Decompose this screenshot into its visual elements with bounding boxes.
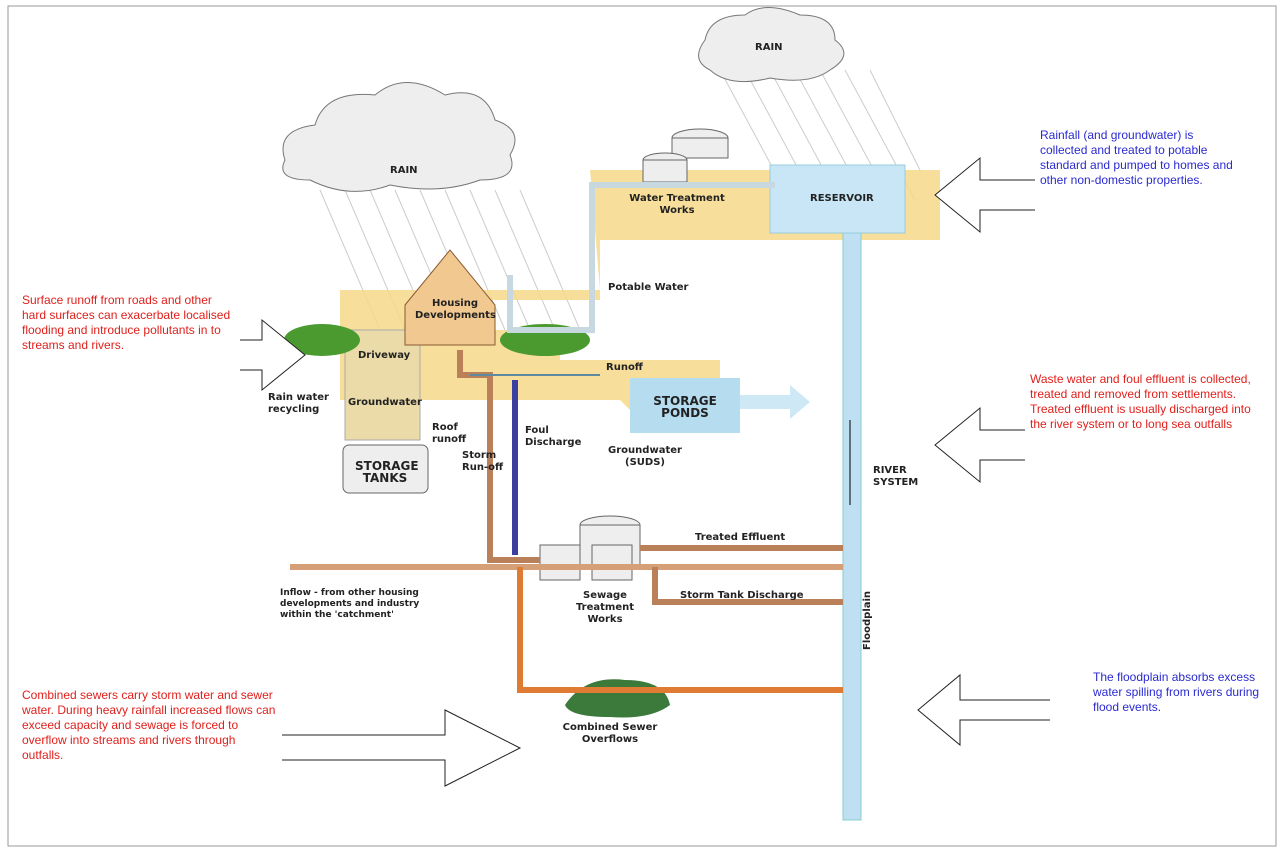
label: Driveway <box>358 350 411 361</box>
label: Housing Developments <box>415 298 496 321</box>
label: Floodplain <box>862 590 873 650</box>
note: Combined sewers carry storm water and se… <box>22 688 276 762</box>
note: Surface runoff from roads and other hard… <box>22 293 231 352</box>
label: RAIN <box>755 42 783 53</box>
label: Groundwater (SUDS) <box>608 445 682 468</box>
overflow <box>565 679 670 718</box>
label: Runoff <box>606 362 643 373</box>
clouds <box>282 7 845 192</box>
label: Combined Sewer Overflows <box>562 722 658 745</box>
pond-arrow <box>740 385 810 419</box>
river <box>842 209 862 821</box>
ponds <box>630 378 740 433</box>
label: Sewage Treatment Works <box>575 590 635 625</box>
note: Waste water and foul effluent is collect… <box>1030 372 1251 431</box>
label: Inflow - from other housing developments… <box>280 588 420 620</box>
label: RIVER SYSTEM <box>873 465 919 488</box>
label: Water Treatment Works <box>629 193 725 216</box>
label: Groundwater <box>348 397 422 408</box>
house <box>404 249 496 346</box>
label: RESERVOIR <box>810 193 874 204</box>
label: Storm Tank Discharge <box>680 590 804 601</box>
note: The floodplain absorbs excess water spil… <box>1093 670 1260 714</box>
label: RAIN <box>390 165 418 176</box>
note: Rainfall (and groundwater) is collected … <box>1040 128 1233 187</box>
label: Rain water recycling <box>268 392 329 415</box>
label: Storm Run-off <box>462 450 504 473</box>
pointer-arrows <box>240 156 1050 787</box>
frame <box>7 5 1277 847</box>
label: Treated Effluent <box>695 532 786 543</box>
label: STORAGE TANKS <box>355 459 419 485</box>
label: Foul Discharge <box>525 425 582 448</box>
rain <box>319 69 921 331</box>
tanks <box>342 128 729 581</box>
reservoir-box <box>769 164 906 234</box>
pipes <box>290 182 843 693</box>
label: STORAGE PONDS <box>653 394 717 420</box>
label: Potable Water <box>608 282 689 293</box>
driveway-box <box>344 329 421 441</box>
label: Roof runoff <box>432 422 467 445</box>
